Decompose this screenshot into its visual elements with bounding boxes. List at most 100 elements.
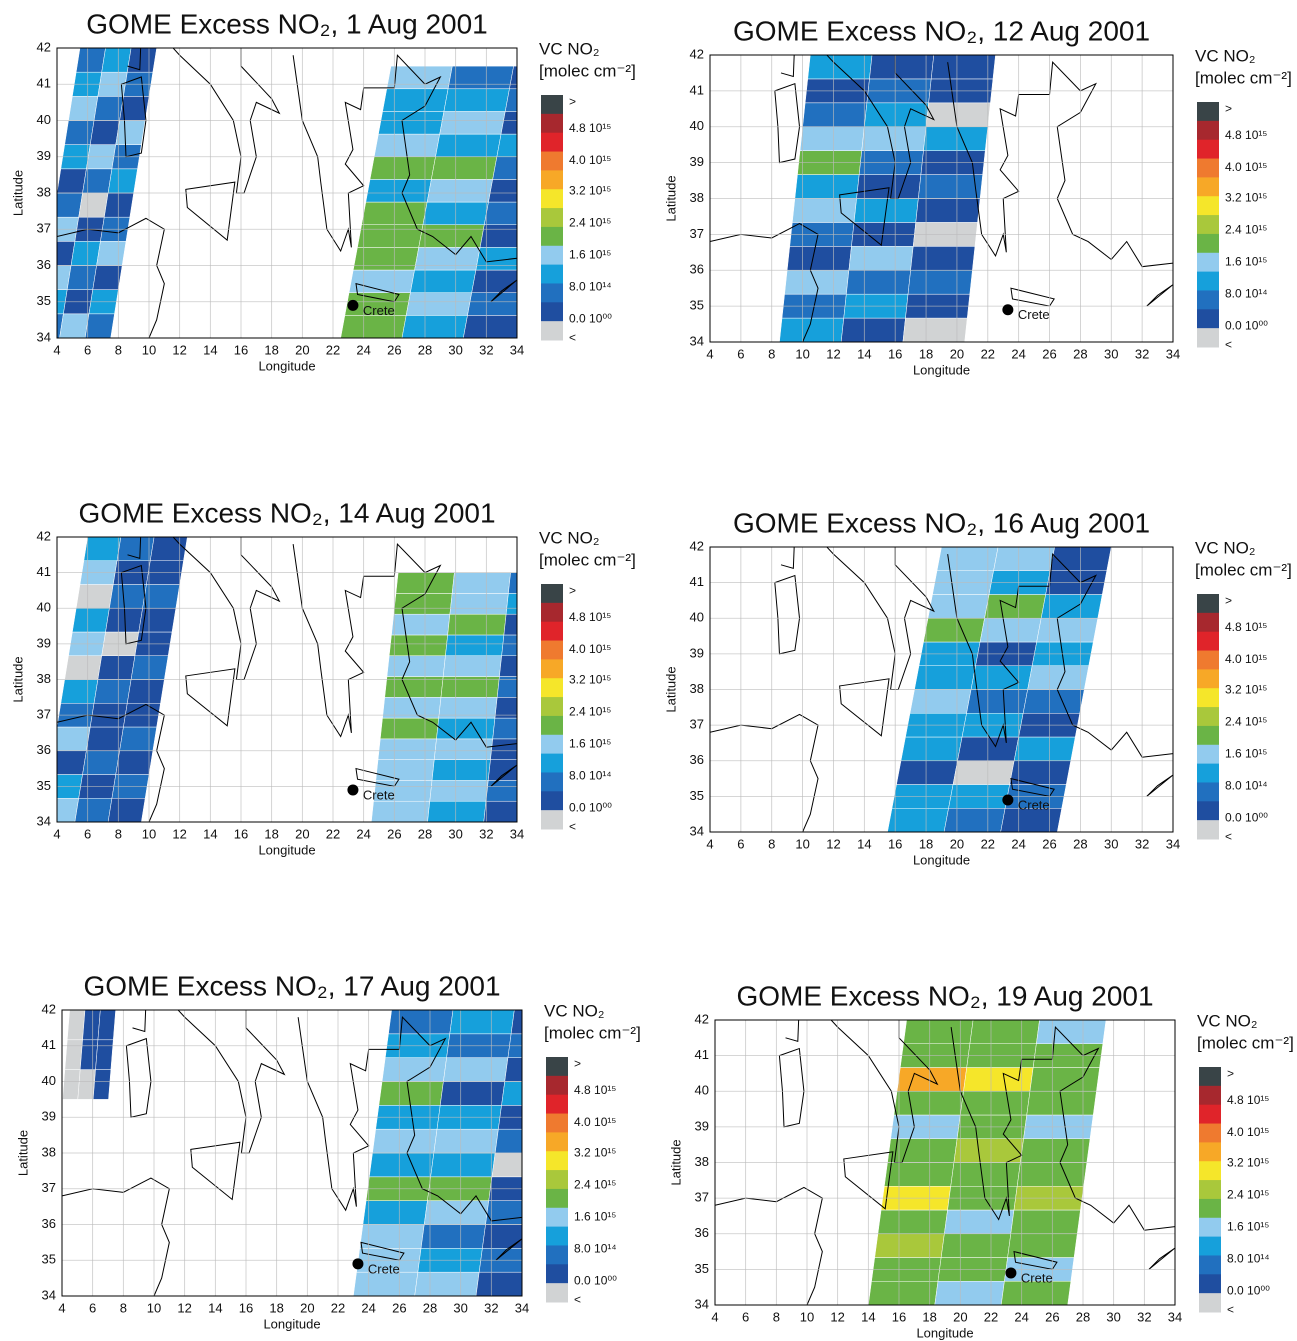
swath-pixel [970,1020,1040,1044]
map-area [715,1020,1175,1305]
x-tick-label: 34 [1166,346,1180,361]
swath-pixel [430,780,488,801]
colorbar-label: > [569,584,576,598]
swath-pixel [908,270,972,294]
x-tick-label: 32 [479,342,493,357]
swath-pixel [1028,666,1089,690]
colorbar-swatch [1199,1217,1221,1238]
swath-pixel [65,121,94,145]
x-tick-label: 16 [234,342,248,357]
colorbar-swatch [541,151,563,171]
colorbar-swatch [546,1264,568,1284]
x-tick-label: 24 [1014,1309,1028,1324]
x-tick-label: 22 [981,836,995,851]
colorbar-swatch [1197,215,1219,235]
y-tick-label: 35 [690,788,704,803]
colorbar-swatch [1199,1236,1221,1256]
x-tick-label: 18 [919,836,933,851]
y-tick-label: 38 [42,1144,56,1159]
site-marker [1005,1267,1017,1279]
y-tick-label: 42 [695,1011,709,1026]
colorbar-label: 3.2 10¹⁵ [574,1145,616,1159]
x-tick-label: 16 [888,346,902,361]
colorbar-label: 4.8 10¹⁵ [569,610,611,624]
swath-pixel [808,55,872,79]
swath-pixel [67,266,96,290]
colorbar-label: 8.0 10¹⁴ [569,768,612,782]
swath-pixel [410,270,476,293]
swath-pixel [96,1040,114,1070]
x-tick-label: 30 [448,342,462,357]
swath-pixel [431,1153,496,1177]
colorbar-title: VC NO₂ [1195,538,1255,557]
colorbar-label: 4.0 10¹⁵ [574,1115,616,1129]
swath-pixel [884,1163,954,1187]
y-tick-label: 38 [37,671,51,686]
swath-pixel [448,614,506,635]
swath-pixel [353,247,419,270]
x-tick-label: 28 [1073,346,1087,361]
swath-pixel [117,537,154,561]
swath-pixel [482,1225,522,1249]
swath-pixel [903,318,967,342]
colorbar-label: 2.4 10¹⁵ [569,704,611,718]
swath-pixel [928,594,989,618]
swath-pixel [427,179,493,202]
swath-pixel [785,270,849,294]
x-tick-label: 14 [857,836,871,851]
y-tick-label: 42 [37,528,51,543]
y-tick-label: 39 [690,645,704,660]
swath-pixel [369,1153,434,1177]
swath-pixel [868,1281,938,1305]
y-tick-label: 38 [690,681,704,696]
swath-pixel [415,247,481,270]
x-axis-label: Longitude [263,1316,320,1331]
colorbar-title: VC NO₂ [539,528,599,547]
x-tick-label: 10 [142,342,156,357]
colorbar-label: 2.4 10¹⁵ [1227,1187,1269,1201]
swath-pixel [985,594,1046,618]
y-tick-label: 40 [42,1073,56,1088]
x-tick-label: 6 [89,1300,96,1315]
x-tick-label: 10 [795,836,809,851]
colorbar-label: 2.4 10¹⁵ [569,215,611,229]
swath-pixel [903,1020,973,1044]
x-tick-label: 14 [861,1309,875,1324]
colorbar-swatch [541,734,563,755]
swath-pixel [937,547,998,571]
x-tick-label: 8 [773,1309,780,1324]
x-tick-label: 18 [922,1309,936,1324]
colorbar-swatch [1199,1255,1221,1275]
swath-pixel [484,202,517,225]
swath-pixel [875,1234,945,1258]
colorbar-swatch [1197,650,1219,670]
swath-pixel [80,1040,98,1070]
x-tick-label: 32 [1137,1309,1151,1324]
swath-pixel [97,241,126,265]
map-area [62,1010,522,1296]
colorbar-title: VC NO₂ [1195,46,1255,65]
swath-pixel [951,1163,1021,1187]
panel-title: GOME Excess NO₂, 19 Aug 2001 [736,980,1153,1011]
colorbar-unit: [molec cm⁻²] [1195,68,1292,87]
x-tick-label: 22 [331,1300,345,1315]
swath-pixel [371,801,429,822]
x-tick-label: 28 [418,342,432,357]
colorbar-swatch [1199,1293,1221,1313]
swath-pixel [387,656,445,677]
swath-pixel [378,739,436,760]
y-tick-label: 34 [695,1296,709,1311]
colorbar-title: VC NO₂ [544,1001,604,1020]
swath-pixel [994,547,1055,571]
colorbar-label: > [569,95,576,109]
swath-pixel [434,1129,499,1153]
swath-pixel [108,169,137,193]
swath-pixel [980,618,1041,642]
x-tick-label: 20 [953,1309,967,1324]
swath-pixel [488,179,517,202]
y-tick-label: 41 [690,82,704,97]
y-tick-label: 34 [690,823,704,838]
y-axis-label: Latitude [668,1139,683,1185]
colorbar-label: 1.6 10¹⁵ [569,247,611,261]
swath-pixel [419,225,485,248]
